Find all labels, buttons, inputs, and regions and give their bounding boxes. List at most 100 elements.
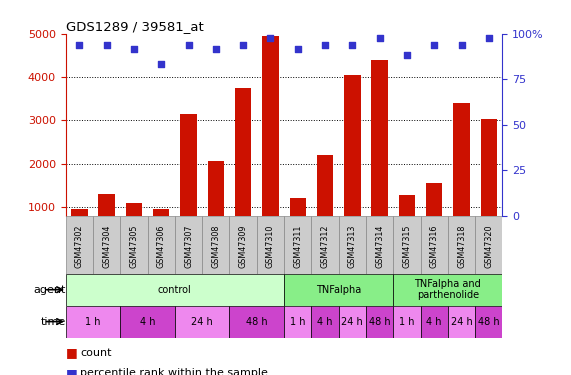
Bar [71,209,87,250]
Bar [475,306,502,338]
Bar [66,306,120,338]
Bar [371,60,388,250]
Point [130,46,139,52]
Text: GSM47318: GSM47318 [457,224,466,268]
Text: GDS1289 / 39581_at: GDS1289 / 39581_at [66,20,203,33]
Point [429,42,439,48]
Text: ■: ■ [66,367,82,375]
Bar [421,216,448,274]
Text: 24 h: 24 h [191,316,213,327]
Text: 24 h: 24 h [451,316,472,327]
Point [320,42,329,48]
Bar [175,216,202,274]
Bar [366,306,393,338]
Text: GSM47312: GSM47312 [320,224,329,268]
Text: GSM47304: GSM47304 [102,224,111,268]
Text: 48 h: 48 h [369,316,391,327]
Text: TNFalpha: TNFalpha [316,285,361,295]
Bar [421,306,448,338]
Bar [317,155,333,250]
Bar [481,120,497,250]
Bar [311,216,339,274]
Text: 24 h: 24 h [341,316,363,327]
Text: count: count [80,348,111,357]
Bar [426,183,443,250]
Text: 1 h: 1 h [85,316,100,327]
Text: GSM47309: GSM47309 [239,224,248,268]
Bar [453,103,470,250]
Bar [344,75,360,250]
Text: GSM47316: GSM47316 [430,224,439,268]
Point [403,53,412,58]
Bar [98,194,115,250]
Bar [208,162,224,250]
Bar [66,274,284,306]
Bar [262,36,279,250]
Text: GSM47314: GSM47314 [375,224,384,268]
Bar [202,216,230,274]
Bar [284,274,393,306]
Point [211,46,220,52]
Bar [289,198,306,250]
Point [75,42,84,48]
Text: GSM47313: GSM47313 [348,224,357,268]
Bar [284,306,311,338]
Text: 1 h: 1 h [399,316,415,327]
Bar [230,306,284,338]
Bar [284,216,311,274]
Bar [393,306,421,338]
Bar [175,306,230,338]
Text: GSM47305: GSM47305 [130,224,138,268]
Bar [339,216,366,274]
Text: percentile rank within the sample: percentile rank within the sample [80,368,268,375]
Text: GSM47311: GSM47311 [293,224,302,268]
Text: GSM47310: GSM47310 [266,224,275,268]
Bar [126,202,142,250]
Text: GSM47302: GSM47302 [75,224,84,268]
Text: GSM47307: GSM47307 [184,224,193,268]
Text: time: time [41,316,66,327]
Text: 4 h: 4 h [317,316,333,327]
Bar [235,88,251,250]
Bar [153,209,170,250]
Bar [475,216,502,274]
Bar [393,274,502,306]
Point [102,42,111,48]
Bar [180,114,196,250]
Bar [66,216,93,274]
Point [484,35,493,41]
Bar [230,216,257,274]
Text: 1 h: 1 h [290,316,305,327]
Bar [311,306,339,338]
Point [375,35,384,41]
Point [156,61,166,67]
Bar [257,216,284,274]
Text: GSM47315: GSM47315 [403,224,412,268]
Text: control: control [158,285,192,295]
Text: GSM47308: GSM47308 [211,224,220,268]
Text: agent: agent [33,285,66,295]
Point [239,42,248,48]
Bar [120,216,147,274]
Bar [147,216,175,274]
Text: TNFalpha and
parthenolide: TNFalpha and parthenolide [415,279,481,300]
Text: GSM47306: GSM47306 [156,224,166,268]
Text: ■: ■ [66,346,82,359]
Bar [93,216,120,274]
Text: 4 h: 4 h [427,316,442,327]
Text: GSM47320: GSM47320 [484,224,493,268]
Bar [448,216,475,274]
Bar [339,306,366,338]
Text: 4 h: 4 h [140,316,155,327]
Point [457,42,466,48]
Text: 48 h: 48 h [246,316,268,327]
Bar [120,306,175,338]
Point [348,42,357,48]
Bar [448,306,475,338]
Point [293,46,302,52]
Text: 48 h: 48 h [478,316,500,327]
Bar [366,216,393,274]
Point [184,42,193,48]
Bar [393,216,421,274]
Bar [399,195,415,250]
